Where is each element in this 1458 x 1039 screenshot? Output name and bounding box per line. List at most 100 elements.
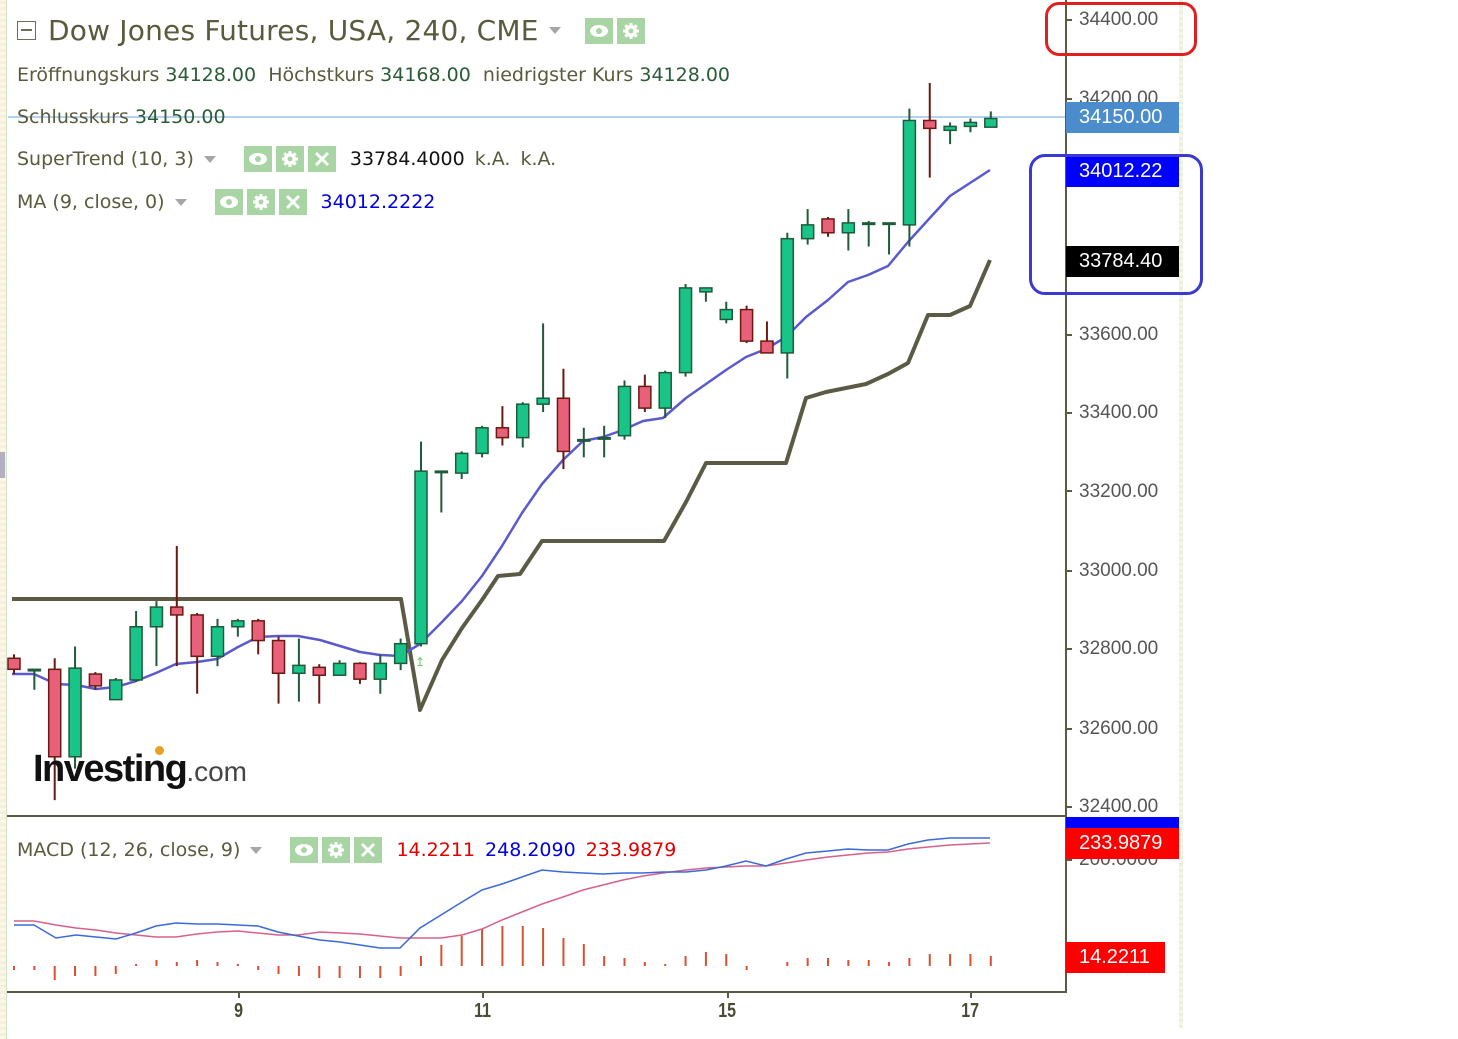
candle-down[interactable] <box>556 397 571 453</box>
candle-up[interactable] <box>373 662 388 680</box>
macd-hist-tag: 14.2211 <box>1066 942 1165 973</box>
macd-hist-value: 14.2211 <box>396 839 476 861</box>
close-label: Schlusskurs <box>17 106 129 128</box>
supertrend-label[interactable]: SuperTrend (10, 3) <box>17 148 194 170</box>
candle-up[interactable] <box>719 308 733 321</box>
price-tick-label: 34400.00 <box>1079 9 1159 30</box>
time-tick-label: 17 <box>961 1000 980 1022</box>
candle-up[interactable] <box>332 662 347 676</box>
settings-gear-icon[interactable] <box>322 837 351 863</box>
candle-up[interactable] <box>210 626 225 658</box>
candle-up[interactable] <box>984 117 998 128</box>
candle-up[interactable] <box>597 436 611 440</box>
candle-up[interactable] <box>882 222 896 226</box>
remove-close-icon[interactable] <box>354 837 383 863</box>
open-value: 34128.00 <box>165 64 257 86</box>
highlight-annotation-red <box>1045 2 1197 56</box>
candle-down[interactable] <box>353 662 367 680</box>
candle-down[interactable] <box>739 308 754 342</box>
supertrend-value-2: k.A. <box>474 148 511 170</box>
chart-title-row: Dow Jones Futures, USA, 240, CME <box>17 14 649 47</box>
candle-down[interactable] <box>923 119 937 130</box>
logo-brand: Investing <box>33 748 188 790</box>
candle-up[interactable] <box>678 287 693 374</box>
candle-up[interactable] <box>231 620 245 628</box>
price-tick-label: 33200.00 <box>1079 481 1159 502</box>
macd-label[interactable]: MACD (12, 26, close, 9) <box>17 839 241 861</box>
macd-signal-line <box>14 842 991 939</box>
candle-up[interactable] <box>943 125 957 132</box>
candle-down[interactable] <box>821 218 835 234</box>
candle-up[interactable] <box>475 427 489 455</box>
candle-down[interactable] <box>47 668 62 758</box>
candle-down[interactable] <box>170 606 184 616</box>
chevron-down-icon[interactable] <box>174 198 187 206</box>
ma-value: 34012.2222 <box>320 191 436 213</box>
candle-up[interactable] <box>963 121 978 128</box>
candle-up[interactable] <box>516 403 530 439</box>
supertrend-line <box>12 259 992 712</box>
ohlc-row: Eröffnungskurs 34128.00 Höchstkurs 34168… <box>17 64 730 86</box>
macd-line <box>14 837 990 949</box>
candle-down[interactable] <box>7 657 21 671</box>
remove-close-icon[interactable] <box>307 146 336 172</box>
macd-line-tag <box>1066 817 1179 828</box>
panel-resize-handle[interactable] <box>0 452 5 478</box>
chevron-down-icon[interactable] <box>250 846 263 854</box>
settings-gear-icon[interactable] <box>275 146 304 172</box>
candle-up[interactable] <box>841 222 856 234</box>
candle-up[interactable] <box>617 385 632 437</box>
candle-up[interactable] <box>577 438 591 442</box>
candle-up[interactable] <box>68 667 82 758</box>
supertrend-price-tag: 33784.40 <box>1066 246 1179 277</box>
price-tick-label: 33000.00 <box>1079 560 1159 581</box>
candle-up[interactable] <box>27 668 42 672</box>
candle-up[interactable] <box>454 452 469 474</box>
close-price-tag: 34150.00 <box>1066 102 1179 133</box>
candle-up[interactable] <box>414 470 428 645</box>
visibility-eye-icon[interactable] <box>243 146 272 172</box>
ma-legend: MA (9, close, 0) 34012.2222 <box>17 189 435 215</box>
chevron-down-icon[interactable] <box>203 155 216 163</box>
candle-up[interactable] <box>434 470 449 474</box>
visibility-eye-icon[interactable] <box>584 17 613 44</box>
candle-up[interactable] <box>658 371 672 409</box>
candle-up[interactable] <box>902 119 917 226</box>
macd-histogram <box>13 926 992 980</box>
candle-up[interactable] <box>536 397 550 405</box>
macd-legend: MACD (12, 26, close, 9) 14.2211 248.2090… <box>17 837 676 863</box>
time-axis-ticks <box>238 992 972 998</box>
ma-label[interactable]: MA (9, close, 0) <box>17 191 165 213</box>
collapse-legend-button[interactable] <box>17 21 36 40</box>
price-axis-ticks <box>1066 19 1072 861</box>
candle-down[interactable] <box>760 340 774 354</box>
candle-up[interactable] <box>149 606 164 628</box>
price-tick-label: 32800.00 <box>1079 638 1159 659</box>
candle-up[interactable] <box>861 222 876 226</box>
candle-up[interactable] <box>780 237 795 354</box>
visibility-eye-icon[interactable] <box>214 189 243 215</box>
candle-up[interactable] <box>699 287 713 293</box>
candle-up[interactable] <box>292 664 306 675</box>
candle-down[interactable] <box>495 427 510 439</box>
chevron-down-icon[interactable] <box>548 27 561 34</box>
settings-gear-icon[interactable] <box>246 189 275 215</box>
candle-up[interactable] <box>109 679 123 701</box>
candle-down[interactable] <box>190 614 204 658</box>
price-tick-label: 32400.00 <box>1079 796 1159 817</box>
candle-up[interactable] <box>129 626 143 681</box>
candle-down[interactable] <box>638 385 652 409</box>
candle-down[interactable] <box>88 673 103 687</box>
settings-gear-icon[interactable] <box>616 17 645 44</box>
price-tick-label: 32600.00 <box>1079 718 1159 739</box>
candle-down[interactable] <box>251 620 265 642</box>
candle-up[interactable] <box>800 224 815 240</box>
visibility-eye-icon[interactable] <box>290 837 319 863</box>
candle-up[interactable] <box>393 642 408 665</box>
candle-down[interactable] <box>271 639 286 675</box>
macd-value: 248.2090 <box>485 839 576 861</box>
candle-down[interactable] <box>312 666 326 676</box>
remove-close-icon[interactable] <box>278 189 307 215</box>
time-tick-label: 11 <box>474 1000 492 1022</box>
